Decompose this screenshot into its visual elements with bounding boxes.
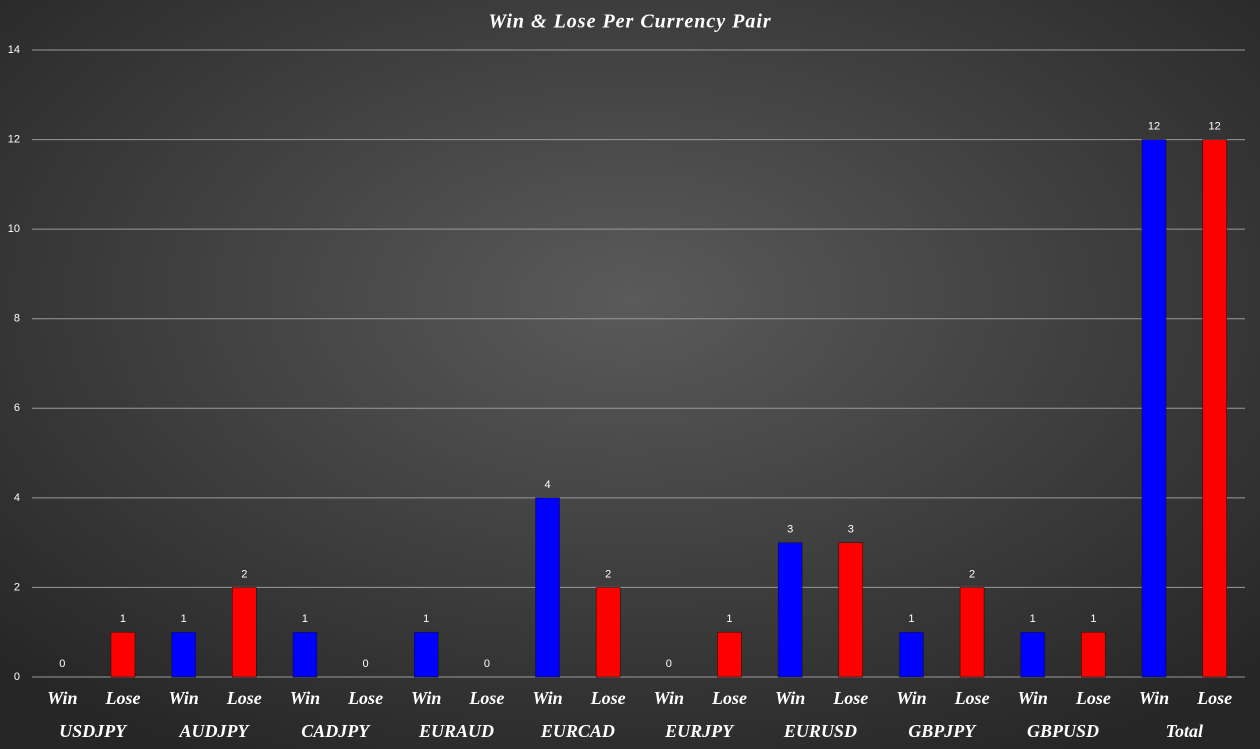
x-tick-label: Lose <box>226 688 262 708</box>
data-label: 1 <box>302 613 308 625</box>
data-label: 1 <box>1090 613 1096 625</box>
bar <box>777 542 803 678</box>
group-label: GBPJPY <box>908 721 977 741</box>
x-tick-label: Lose <box>1196 688 1232 708</box>
data-label: 2 <box>969 568 975 580</box>
y-tick-label: 10 <box>8 223 20 235</box>
data-label: 4 <box>544 479 550 491</box>
group-label: USDJPY <box>59 721 128 741</box>
bar <box>1141 139 1167 678</box>
y-tick-label: 12 <box>8 133 20 145</box>
group-label: AUDJPY <box>178 721 250 741</box>
data-label: 0 <box>59 658 65 670</box>
data-label: 1 <box>908 613 914 625</box>
data-label: 2 <box>605 568 611 580</box>
x-tick-label: Lose <box>104 688 140 708</box>
x-tick-label: Win <box>47 688 77 708</box>
chart-title: Win & Lose Per Currency Pair <box>488 11 771 33</box>
x-tick-label: Win <box>896 688 926 708</box>
bar <box>717 631 742 678</box>
y-tick-label: 4 <box>14 492 20 504</box>
x-tick-label: Win <box>775 688 805 708</box>
bar <box>1081 631 1106 678</box>
y-tick-label: 2 <box>14 581 20 593</box>
x-tick-label: Win <box>1018 688 1048 708</box>
data-label: 3 <box>848 524 854 536</box>
y-tick-label: 6 <box>14 402 20 414</box>
group-label: Total <box>1166 721 1203 741</box>
x-tick-label: Lose <box>347 688 383 708</box>
bar <box>535 497 560 678</box>
y-tick-label: 14 <box>8 44 20 56</box>
x-tick-label: Win <box>411 688 441 708</box>
data-label: 1 <box>120 613 126 625</box>
bar <box>232 587 257 678</box>
group-label: CADJPY <box>301 721 371 741</box>
y-tick-label: 0 <box>14 671 20 683</box>
x-tick-label: Win <box>290 688 320 708</box>
data-label: 1 <box>1030 613 1036 625</box>
data-label: 12 <box>1209 120 1221 132</box>
data-label: 0 <box>484 658 490 670</box>
group-label: EURCAD <box>540 721 615 741</box>
x-tick-label: Win <box>532 688 562 708</box>
data-label: 1 <box>726 613 732 625</box>
x-tick-label: Lose <box>590 688 626 708</box>
x-tick-label: Lose <box>954 688 990 708</box>
x-tick-label: Lose <box>1075 688 1111 708</box>
x-tick-label: Win <box>1139 688 1169 708</box>
bar <box>1020 631 1045 678</box>
x-tick-label: Lose <box>711 688 747 708</box>
group-label: EURJPY <box>664 721 735 741</box>
data-label: 2 <box>241 568 247 580</box>
bar <box>595 587 621 678</box>
data-label: 1 <box>423 613 429 625</box>
bar <box>1202 139 1227 678</box>
x-tick-label: Lose <box>468 688 504 708</box>
bar <box>413 631 439 678</box>
group-label: EURUSD <box>783 721 857 741</box>
data-label: 0 <box>363 658 369 670</box>
bar <box>838 542 864 678</box>
group-label: EURAUD <box>418 721 494 741</box>
bar <box>899 631 924 678</box>
bar <box>292 631 318 678</box>
x-tick-label: Win <box>168 688 198 708</box>
data-label: 3 <box>787 524 793 536</box>
y-tick-label: 8 <box>14 313 20 325</box>
data-label: 12 <box>1148 120 1160 132</box>
data-label: 0 <box>666 658 672 670</box>
data-label: 1 <box>181 613 187 625</box>
group-label: GBPUSD <box>1027 721 1099 741</box>
bar <box>110 631 136 678</box>
x-tick-label: Win <box>654 688 684 708</box>
bar <box>171 631 196 678</box>
bar <box>959 587 985 678</box>
x-tick-label: Lose <box>832 688 868 708</box>
